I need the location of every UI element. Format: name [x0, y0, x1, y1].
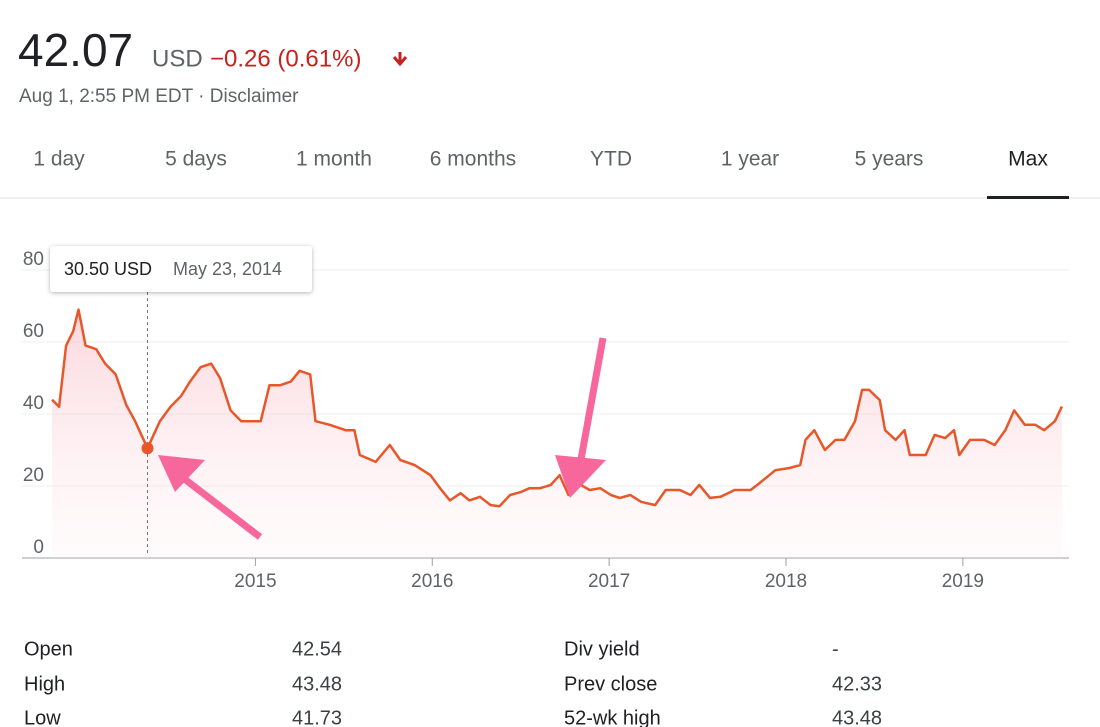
tab[interactable]: Max — [1008, 148, 1048, 171]
tab[interactable]: YTD — [590, 148, 632, 171]
highlight-point — [141, 442, 154, 455]
stat-value: 42.54 — [292, 638, 342, 660]
tooltip — [50, 246, 312, 292]
stat-label: Prev close — [564, 673, 657, 695]
change: −0.26 (0.61%) — [210, 45, 361, 72]
x-tick-label: 2018 — [765, 571, 807, 592]
stat-value: 43.48 — [292, 673, 342, 695]
stat-label: Open — [24, 638, 73, 660]
price-area — [52, 309, 1062, 558]
y-tick-label: 80 — [23, 249, 44, 270]
tab[interactable]: 1 month — [296, 148, 372, 171]
tab[interactable]: 5 years — [855, 148, 924, 171]
tab[interactable]: 5 days — [165, 148, 227, 171]
stat-label: High — [24, 673, 65, 695]
stat-value: 42.33 — [832, 673, 882, 695]
y-tick-label: 40 — [23, 393, 44, 414]
chart: 0 20 40 60 80 2015 2016 2017 2018 2019 30.50 USD Ma… — [22, 246, 1069, 592]
annotation-arrow — [175, 471, 263, 540]
stat-label: Low — [24, 707, 61, 727]
annotation-arrow — [576, 337, 607, 466]
y-tick-label: 0 — [33, 537, 44, 558]
stat-value: - — [832, 638, 839, 660]
tooltip-value: 30.50 USD — [64, 259, 152, 279]
price: 42.07 — [18, 24, 133, 76]
x-tick-label: 2016 — [411, 571, 453, 592]
annotation-arrowhead — [555, 455, 606, 498]
tab-underline — [987, 196, 1069, 199]
tab[interactable]: 1 day — [33, 148, 85, 171]
down-arrow-icon — [392, 52, 408, 67]
stat-value: 43.48 — [832, 707, 882, 727]
price-line — [51, 308, 1064, 508]
y-tick-label: 60 — [23, 321, 44, 342]
tab[interactable]: 6 months — [430, 148, 516, 171]
x-tick-label: 2017 — [588, 571, 630, 592]
tab[interactable]: 1 year — [721, 148, 779, 171]
tooltip-date: May 23, 2014 — [173, 259, 282, 279]
timestamp: Aug 1, 2:55 PM EDT · Disclaimer — [19, 86, 299, 107]
stat-label: Div yield — [564, 638, 640, 660]
x-tick-label: 2015 — [234, 571, 276, 592]
y-tick-label: 20 — [23, 465, 44, 486]
currency: USD — [152, 45, 203, 72]
tabs: 1 day 5 days 1 month 6 months YTD 1 year 5 yea… — [33, 148, 1069, 199]
x-tick-label: 2019 — [942, 571, 984, 592]
stat-value: 41.73 — [292, 707, 342, 727]
annotation-arrowhead — [158, 455, 205, 492]
stats-table: Open 42.54 Div yield - High 43.48 Prev close 42… — [24, 638, 882, 727]
stat-label: 52-wk high — [564, 707, 661, 727]
